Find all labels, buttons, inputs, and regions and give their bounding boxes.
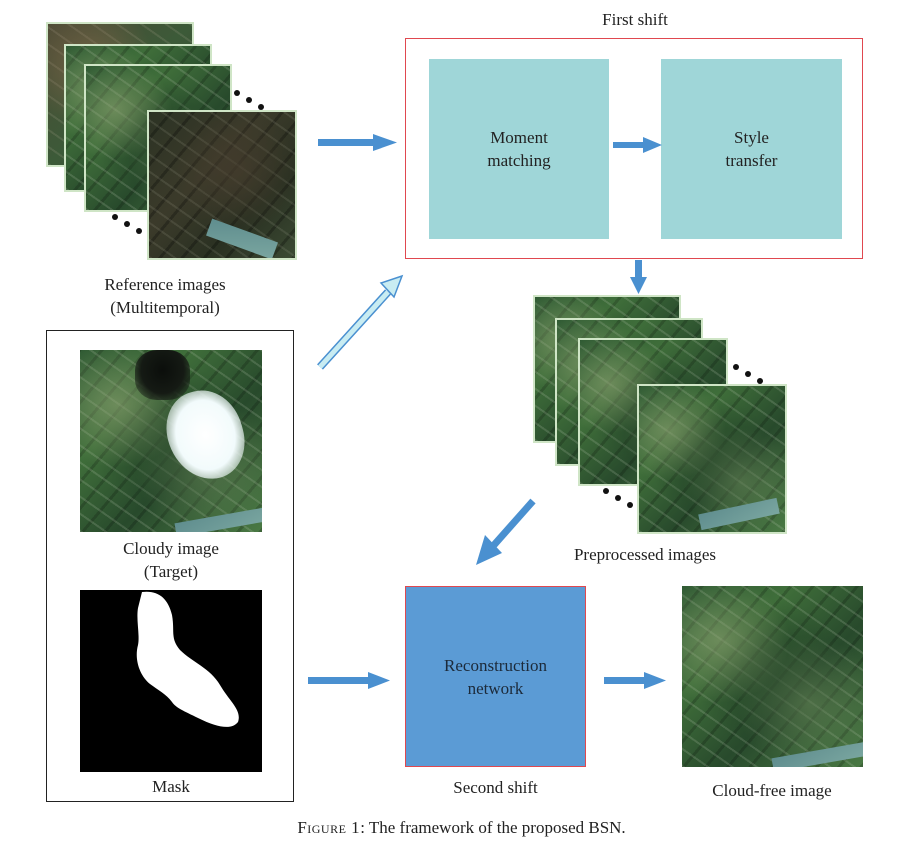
cloudy-label-line2: (Target) bbox=[143, 562, 199, 581]
mask-shape bbox=[136, 591, 239, 727]
figure-caption: Figure 1: The framework of the proposed … bbox=[0, 816, 923, 839]
cloudy-label-line1: Cloudy image bbox=[123, 539, 219, 558]
preprocessed-image-4 bbox=[637, 384, 787, 534]
mask-image bbox=[80, 590, 262, 772]
reference-label: Reference images (Multitemporal) bbox=[60, 273, 270, 319]
figure-caption-text: : The framework of the proposed BSN. bbox=[360, 818, 626, 837]
cloudy-label: Cloudy image (Target) bbox=[80, 537, 262, 583]
figure-caption-prefix: Figure 1 bbox=[297, 818, 361, 837]
cloud-free-label: Cloud-free image bbox=[712, 781, 832, 800]
reference-label-line1: Reference images bbox=[104, 275, 226, 294]
arrow-right-icon bbox=[613, 137, 662, 153]
arrow-down-icon bbox=[630, 260, 647, 294]
moment-matching-line1: Moment bbox=[490, 128, 548, 147]
ellipsis-dot bbox=[733, 364, 739, 370]
ellipsis-dot bbox=[603, 488, 609, 494]
arrow-diagonal-up-icon bbox=[317, 274, 404, 370]
ellipsis-dot bbox=[745, 371, 751, 377]
ellipsis-dot bbox=[757, 378, 763, 384]
shadow-region bbox=[135, 350, 190, 400]
ellipsis-dot bbox=[112, 214, 118, 220]
moment-matching-line2: matching bbox=[487, 151, 551, 170]
ellipsis-dot bbox=[124, 221, 130, 227]
ellipsis-dot bbox=[136, 228, 142, 234]
style-transfer-line1: Style bbox=[734, 128, 769, 147]
ellipsis-dot bbox=[234, 90, 240, 96]
style-transfer-block: Style transfer bbox=[661, 59, 842, 239]
cloudy-image bbox=[80, 350, 262, 532]
first-shift-title: First shift bbox=[602, 10, 668, 29]
ellipsis-dot bbox=[246, 97, 252, 103]
ellipsis-dot bbox=[627, 502, 633, 508]
second-shift-label: Second shift bbox=[453, 778, 538, 797]
reference-label-line2: (Multitemporal) bbox=[110, 298, 220, 317]
ellipsis-dot bbox=[258, 104, 264, 110]
arrow-diagonal-down-icon bbox=[476, 498, 536, 565]
input-frame bbox=[46, 330, 294, 802]
reconstruction-line1: Reconstruction bbox=[444, 655, 547, 675]
first-shift-frame bbox=[405, 38, 863, 259]
arrow-right-icon bbox=[308, 672, 390, 689]
moment-matching-block: Moment matching bbox=[429, 59, 609, 239]
cloud-free-image bbox=[682, 586, 863, 767]
arrow-right-icon bbox=[318, 134, 397, 151]
reference-image-4 bbox=[147, 110, 297, 260]
style-transfer-line2: transfer bbox=[725, 151, 778, 170]
ellipsis-dot bbox=[615, 495, 621, 501]
mask-label: Mask bbox=[152, 777, 190, 796]
reconstruction-network-block: Reconstruction network bbox=[405, 586, 586, 767]
reconstruction-line2: network bbox=[467, 678, 524, 698]
arrow-right-icon bbox=[604, 672, 666, 689]
preprocessed-label: Preprocessed images bbox=[573, 545, 717, 564]
